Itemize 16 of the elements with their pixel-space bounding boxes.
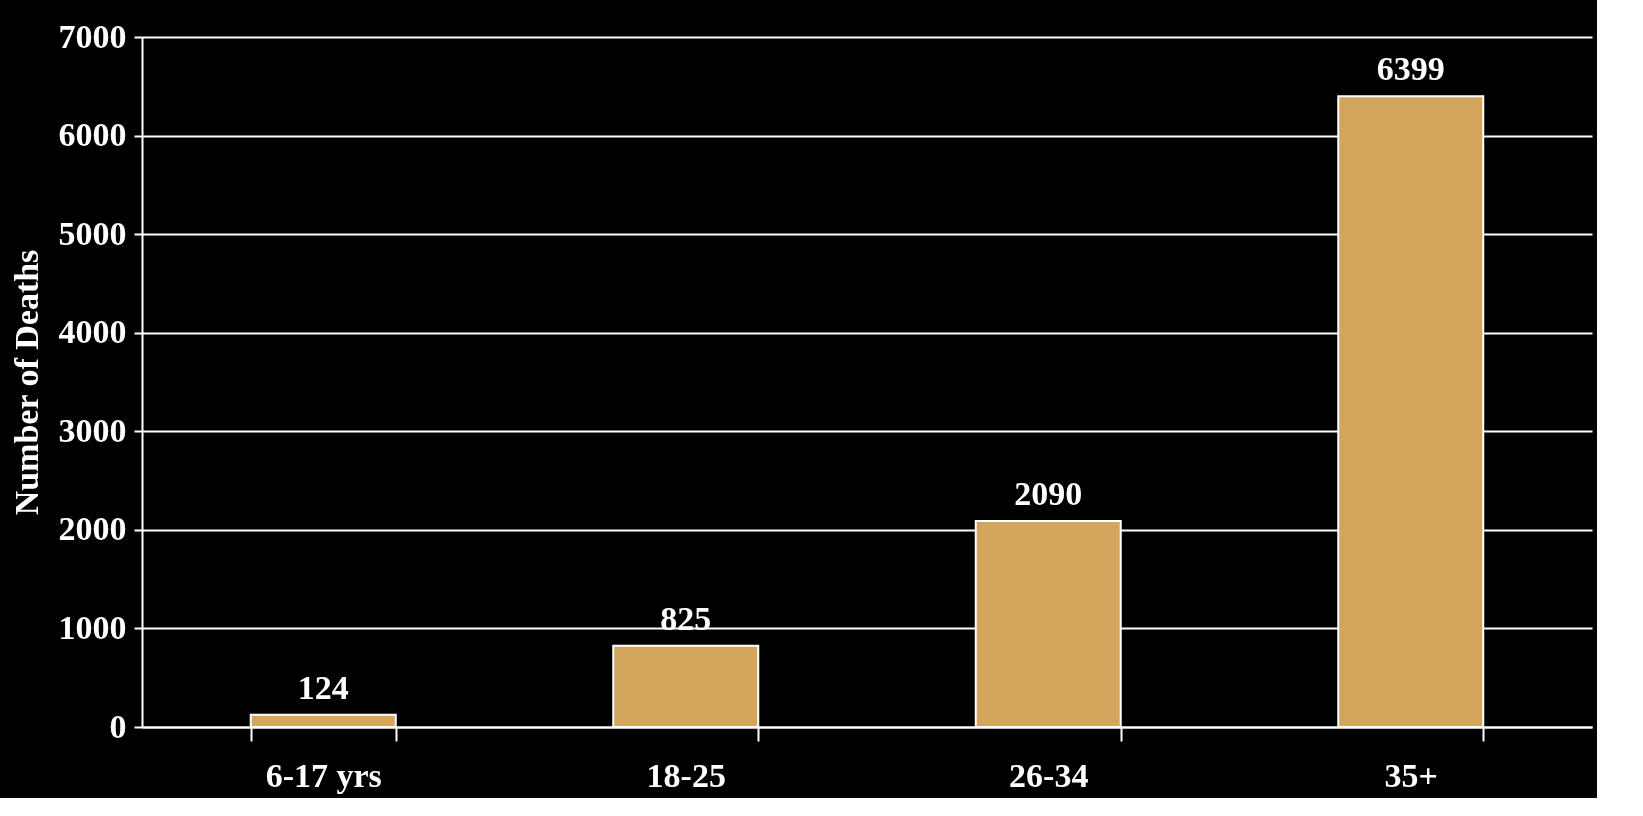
y-tick-label: 4000 bbox=[58, 313, 127, 351]
y-tick-label: 2000 bbox=[58, 510, 127, 548]
x-tick-label: 35+ bbox=[1384, 756, 1438, 794]
x-tick-label: 6-17 yrs bbox=[265, 756, 382, 794]
y-tick-label: 5000 bbox=[58, 214, 127, 252]
y-tick-label: 6000 bbox=[58, 116, 127, 154]
data-label: 2090 bbox=[1014, 474, 1083, 512]
x-tick-label: 26-34 bbox=[1009, 756, 1089, 794]
y-tick-label: 1000 bbox=[58, 608, 127, 646]
y-tick-label: 7000 bbox=[58, 17, 127, 55]
data-label: 124 bbox=[297, 668, 349, 706]
y-axis-title: Number of Deaths bbox=[7, 249, 45, 516]
y-tick-label: 3000 bbox=[58, 411, 127, 449]
data-label: 6399 bbox=[1376, 50, 1445, 88]
y-tick-label: 0 bbox=[109, 707, 127, 745]
x-tick-label: 18-25 bbox=[646, 756, 726, 794]
